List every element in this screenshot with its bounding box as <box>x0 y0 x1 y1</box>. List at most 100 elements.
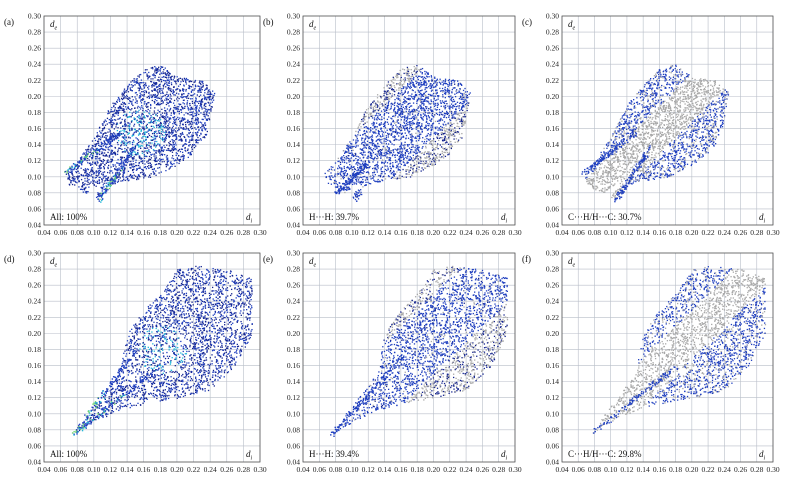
data-point <box>140 161 142 163</box>
data-point <box>400 159 402 162</box>
data-point <box>137 83 140 85</box>
data-point <box>389 152 391 154</box>
data-point <box>380 157 382 160</box>
data-point <box>410 76 412 78</box>
data-point <box>92 148 94 150</box>
data-point <box>183 117 185 119</box>
data-point <box>156 97 158 99</box>
data-point <box>160 131 163 133</box>
data-point <box>389 158 391 160</box>
finger-point <box>109 138 111 140</box>
data-point <box>188 136 190 138</box>
data-point <box>102 133 105 135</box>
data-point <box>181 105 183 108</box>
finger-point <box>136 144 139 146</box>
data-point <box>371 149 373 151</box>
data-point <box>137 176 139 178</box>
data-point <box>398 113 400 115</box>
data-point <box>178 113 180 115</box>
data-point <box>179 89 182 92</box>
data-point <box>388 133 390 135</box>
data-point <box>86 174 88 177</box>
data-point <box>401 94 403 96</box>
data-point <box>360 160 362 162</box>
data-point <box>100 160 103 163</box>
data-point <box>160 151 162 153</box>
data-point <box>356 138 358 140</box>
data-point <box>180 111 183 114</box>
data-point <box>435 102 437 105</box>
data-point <box>424 73 426 75</box>
data-point <box>194 85 197 88</box>
data-point <box>355 195 357 197</box>
data-point <box>163 69 165 71</box>
data-point <box>121 151 124 153</box>
data-point <box>391 143 393 145</box>
data-point <box>368 167 371 169</box>
data-point <box>409 133 411 136</box>
data-point <box>130 81 132 83</box>
data-point <box>389 163 391 165</box>
data-point <box>404 151 407 154</box>
data-point <box>430 109 432 112</box>
data-point <box>187 92 190 95</box>
data-point <box>350 181 353 183</box>
data-point <box>400 112 402 114</box>
data-point <box>181 131 184 134</box>
data-point <box>463 124 465 126</box>
data-point <box>464 91 467 93</box>
data-point <box>132 154 134 156</box>
finger-point <box>96 148 99 151</box>
data-point <box>77 176 79 179</box>
data-point <box>209 94 211 96</box>
data-point <box>190 91 193 93</box>
data-point <box>111 139 114 141</box>
data-point <box>87 181 89 183</box>
data-point <box>161 134 163 136</box>
data-point <box>167 102 169 105</box>
data-point <box>415 80 417 82</box>
data-point <box>436 79 438 82</box>
data-point <box>413 162 416 164</box>
data-point <box>409 176 412 178</box>
data-point <box>204 133 207 136</box>
data-point <box>144 175 147 177</box>
data-point <box>92 176 94 178</box>
data-point <box>184 78 186 81</box>
data-point <box>177 116 179 119</box>
data-point <box>467 101 469 104</box>
data-point <box>74 180 77 183</box>
data-point <box>415 148 418 150</box>
data-point <box>98 169 101 172</box>
data-point <box>362 168 364 171</box>
data-point <box>84 177 86 180</box>
data-point <box>171 75 173 78</box>
data-point <box>159 88 161 90</box>
data-point <box>132 171 135 174</box>
data-point <box>118 107 120 109</box>
data-point <box>381 166 384 168</box>
data-point <box>447 143 450 145</box>
data-point <box>425 100 427 102</box>
data-point <box>392 164 394 166</box>
data-point <box>375 140 377 142</box>
data-point <box>131 148 133 150</box>
data-point <box>106 155 108 157</box>
data-point <box>406 74 409 77</box>
data-point <box>105 162 107 164</box>
data-point <box>433 82 435 85</box>
data-point <box>439 111 441 113</box>
data-point <box>151 128 154 130</box>
data-point <box>377 117 379 119</box>
data-point <box>128 164 131 166</box>
data-point <box>190 128 193 130</box>
data-point <box>376 119 378 121</box>
data-point <box>91 145 94 147</box>
data-point <box>357 192 359 194</box>
data-point <box>106 171 109 174</box>
data-point <box>100 141 102 143</box>
data-point <box>105 138 107 140</box>
data-point <box>105 137 107 140</box>
data-point <box>147 162 149 164</box>
data-point <box>111 110 113 113</box>
